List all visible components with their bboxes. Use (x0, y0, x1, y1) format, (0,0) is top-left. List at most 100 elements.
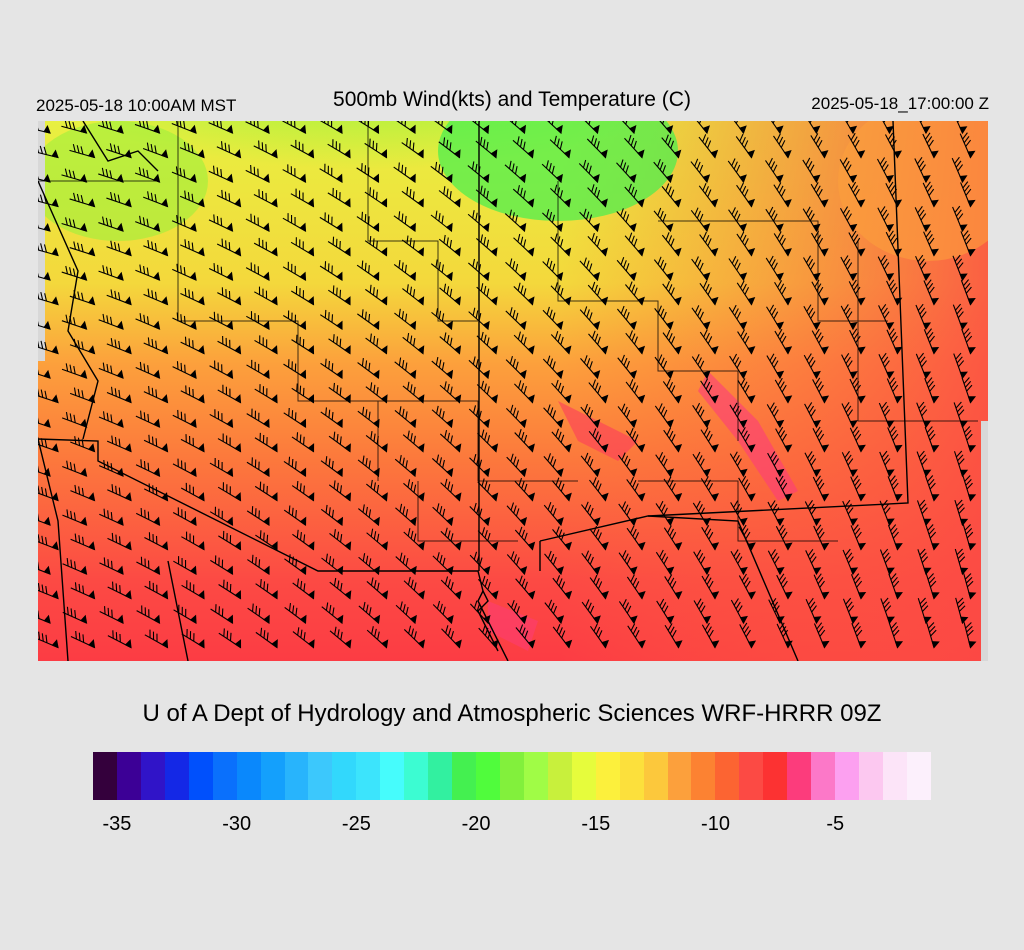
wind-barb (431, 308, 453, 331)
wind-barb (329, 577, 352, 600)
wind-barb (69, 338, 96, 355)
wind-barb (690, 158, 711, 184)
colorbar-swatch (547, 752, 572, 800)
wind-barb (440, 478, 462, 502)
wind-barb (402, 332, 425, 355)
wind-barb (877, 255, 895, 282)
wind-barb (38, 317, 51, 330)
wind-barb (879, 450, 895, 478)
wind-barb (61, 265, 88, 281)
wind-barb (848, 279, 866, 306)
wind-barb (69, 144, 96, 159)
wind-barb (62, 509, 88, 526)
wind-barb (802, 157, 821, 184)
wind-barb (70, 630, 96, 649)
wind-barb (550, 184, 572, 208)
wind-barb (963, 622, 977, 649)
wind-barb (914, 205, 931, 233)
wind-barb (587, 281, 609, 306)
wind-barb (887, 475, 903, 502)
colorbar-tick-label: -25 (341, 813, 371, 835)
wind-barb (69, 387, 96, 404)
wind-barb (701, 525, 720, 551)
wind-barb (321, 553, 344, 576)
wind-barb (38, 388, 59, 404)
wind-barb (217, 287, 242, 306)
wind-barb (849, 328, 866, 355)
wind-barb (364, 187, 388, 208)
wind-barb (737, 329, 756, 355)
wind-barb (850, 524, 867, 551)
wind-barb (61, 217, 88, 232)
wind-barb (430, 259, 453, 282)
wind-barb (916, 499, 932, 527)
wind-barb (469, 502, 491, 527)
wind-barb (880, 597, 895, 625)
wind-barb (961, 426, 977, 453)
wind-barb (959, 132, 976, 159)
wind-barb (135, 507, 161, 526)
wind-barb (551, 428, 572, 453)
colorbar-swatch (188, 752, 213, 800)
wind-barb (805, 548, 822, 576)
wind-barb (764, 121, 784, 135)
wind-barb (475, 136, 498, 159)
wind-barb (181, 531, 205, 551)
wind-barb (701, 573, 720, 600)
wind-barb (701, 622, 720, 649)
wind-barb (208, 214, 234, 232)
wind-barb (506, 502, 528, 527)
wind-barb (432, 552, 454, 576)
wind-barb (254, 335, 278, 355)
wind-barb (98, 216, 124, 232)
wind-barb (38, 582, 59, 600)
wind-barb (98, 265, 124, 281)
colorbar-swatch (523, 752, 548, 800)
wind-barb (693, 598, 712, 625)
wind-barb (953, 401, 969, 429)
colorbar-swatch (380, 752, 405, 800)
wind-barb (876, 121, 894, 135)
temperature-wind-map (38, 121, 988, 661)
wind-barb (253, 237, 278, 257)
wind-barb (915, 352, 932, 380)
wind-barb (38, 144, 59, 159)
wind-barb (506, 551, 528, 576)
wind-barb (578, 121, 600, 135)
wind-barb (653, 158, 674, 184)
wind-barb (736, 280, 756, 306)
valid-time-label: 2025-05-18_17:00:00 Z (811, 94, 989, 113)
wind-barb (475, 185, 498, 208)
wind-barb (217, 433, 242, 453)
wind-barb (552, 575, 573, 600)
wind-barb (98, 167, 124, 183)
wind-barb (541, 160, 563, 184)
wind-barb (143, 483, 169, 502)
wind-barb (38, 436, 59, 453)
wind-barb (627, 623, 646, 649)
wind-barb (107, 532, 132, 551)
wind-barb (210, 604, 234, 625)
wind-barb (960, 181, 976, 208)
wind-barb (143, 337, 169, 355)
wind-barb (38, 366, 51, 379)
wind-barb (468, 356, 490, 380)
wind-barb (589, 477, 609, 502)
wind-barb (812, 377, 830, 404)
wind-barb (698, 182, 719, 208)
wind-barb (803, 353, 821, 380)
wind-barb (698, 134, 719, 159)
wind-barb (804, 402, 822, 429)
colorbar-swatch (643, 752, 668, 800)
wind-barb (142, 142, 169, 159)
wind-barb (135, 361, 161, 379)
wind-barb (578, 159, 600, 184)
map-canvas (38, 121, 988, 661)
wind-barb (624, 232, 645, 257)
wind-barb (402, 284, 425, 306)
wind-barb (61, 314, 88, 330)
wind-barb (395, 503, 417, 527)
wind-barb (813, 622, 830, 649)
wind-barb (477, 429, 499, 453)
wind-barb (626, 476, 646, 502)
